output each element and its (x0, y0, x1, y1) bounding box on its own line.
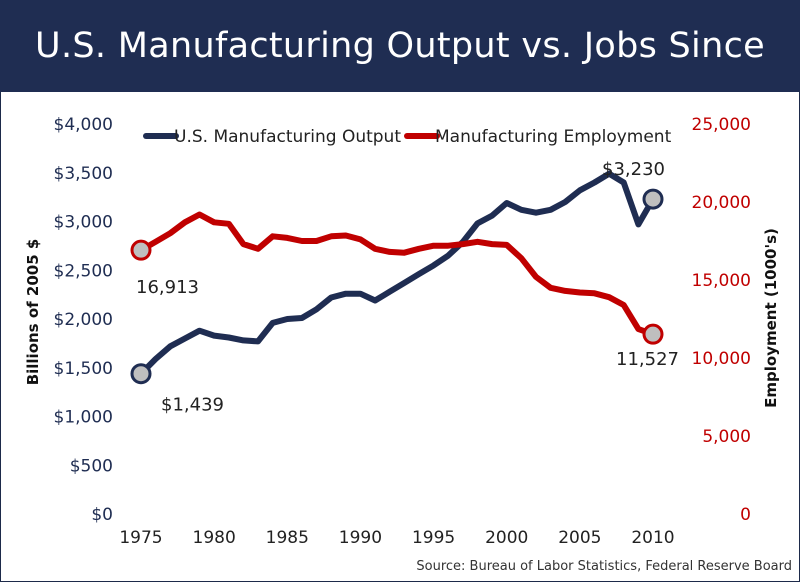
x-tick-label: 2000 (485, 528, 528, 548)
x-tick-label: 1980 (193, 528, 236, 548)
x-tick-label: 1985 (266, 528, 309, 548)
legend: U.S. Manufacturing Output Manufacturing … (143, 127, 672, 147)
left-axis-ticks: $0 $500 $1,000 $1,500 $2,000 $2,500 $3,000 $3,5… (54, 115, 113, 525)
x-tick-label: 1995 (412, 528, 455, 548)
left-tick-label: $3,000 (54, 213, 113, 233)
left-tick-label: $0 (91, 505, 113, 525)
annotation-employment-2010: 11,527 (616, 349, 679, 370)
left-axis-title: Billions of 2005 $ (24, 239, 42, 386)
right-tick-label: 20,000 (692, 193, 751, 213)
left-tick-label: $2,500 (54, 261, 113, 281)
x-tick-label: 2010 (631, 528, 674, 548)
annotations: $1,439 $3,230 16,913 11,527 (136, 159, 679, 416)
left-tick-label: $4,000 (54, 115, 113, 135)
plot-area (130, 170, 664, 385)
right-axis-title: Employment (1000's) (762, 228, 780, 408)
right-tick-label: 5,000 (702, 427, 751, 447)
series-line-employment (138, 211, 656, 338)
title-bar (0, 0, 800, 92)
right-tick-label: 25,000 (692, 115, 751, 135)
annotation-output-2010: $3,230 (602, 159, 665, 180)
right-axis-ticks: 0 5,000 10,000 15,000 20,000 25,000 (692, 115, 751, 525)
marker-employment-1975 (130, 239, 152, 261)
x-tick-label: 1975 (119, 528, 162, 548)
annotation-output-1975: $1,439 (161, 395, 224, 416)
right-tick-label: 15,000 (692, 271, 751, 291)
annotation-employment-1975: 16,913 (136, 277, 199, 298)
source-note: Source: Bureau of Labor Statistics, Fede… (416, 559, 792, 574)
marker-output-2010 (642, 188, 664, 210)
marker-employment-2010 (642, 323, 664, 345)
left-tick-label: $500 (70, 456, 113, 476)
x-axis-ticks: 1975 1980 1985 1990 1995 2000 2005 2010 (119, 528, 674, 548)
series-line-output (138, 170, 656, 377)
left-tick-label: $3,500 (54, 164, 113, 184)
left-tick-label: $1,000 (54, 408, 113, 428)
legend-label-employment: Manufacturing Employment (435, 127, 672, 147)
x-tick-label: 2005 (558, 528, 601, 548)
left-tick-label: $2,000 (54, 310, 113, 330)
right-tick-label: 10,000 (692, 349, 751, 369)
marker-output-1975 (130, 363, 152, 385)
x-tick-label: 1990 (339, 528, 382, 548)
right-tick-label: 0 (740, 505, 751, 525)
left-tick-label: $1,500 (54, 359, 113, 379)
legend-label-output: U.S. Manufacturing Output (174, 127, 401, 147)
